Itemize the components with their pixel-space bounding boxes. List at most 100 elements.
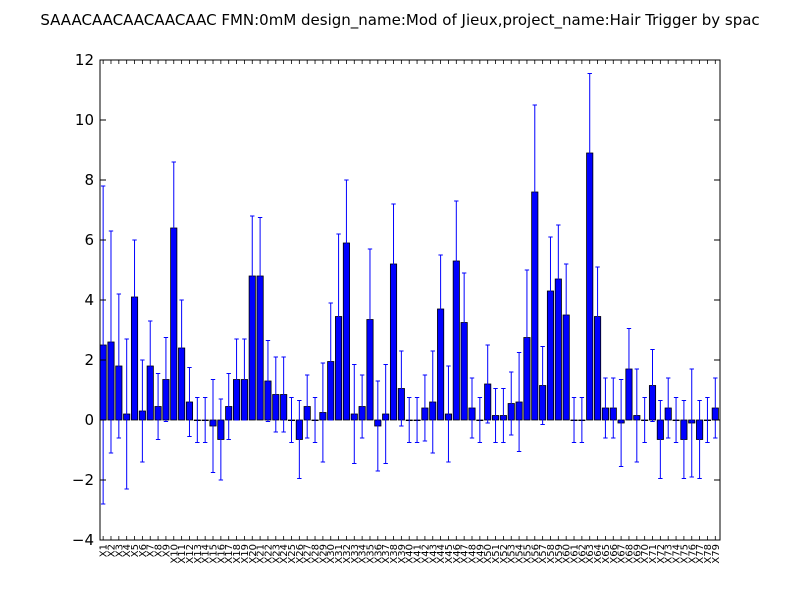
- y-axis: −4 −2 0 2 4 6 8 10 12: [72, 51, 720, 549]
- x-tick-label: X31: [334, 544, 345, 564]
- x-tick-label: X67: [617, 544, 628, 564]
- y-tick-label: 12: [75, 51, 94, 69]
- y-tick-label: 2: [84, 351, 94, 369]
- error-bar-X2: [108, 230, 114, 454]
- error-bar-X67: [618, 379, 624, 467]
- error-bar-X9: [163, 337, 169, 422]
- y-tick-label: 10: [75, 111, 94, 129]
- x-tick-label: X8: [154, 544, 165, 557]
- error-bar-X58: [548, 236, 553, 346]
- x-tick-label: X34: [358, 544, 369, 564]
- x-tick-label: X50: [483, 544, 494, 564]
- error-bar-X41: [414, 397, 420, 443]
- error-bar-X6: [140, 359, 145, 463]
- error-bar-X5: [132, 239, 137, 355]
- chart-title: SAAACAACAACAACAAC FMN:0mM design_name:Mo…: [40, 11, 759, 30]
- error-bar-X1: [100, 185, 106, 505]
- error-bar-X69: [634, 368, 640, 463]
- error-bar-X68: [626, 328, 632, 410]
- x-tick-label: X12: [185, 544, 196, 564]
- error-bar-X77: [697, 400, 702, 479]
- y-tick-label: 0: [84, 411, 94, 429]
- x-tick-label: X38: [389, 544, 400, 564]
- error-bar-X57: [540, 346, 545, 425]
- error-bar-X64: [595, 266, 600, 367]
- x-tick-label: X3: [114, 544, 125, 557]
- y-tick-label: 4: [84, 291, 94, 309]
- x-tick-label: X56: [530, 544, 541, 564]
- x-tick-label: X33: [350, 544, 361, 564]
- error-bar-X62: [579, 397, 585, 443]
- x-tick-label: X6: [138, 544, 149, 557]
- error-bar-X55: [524, 269, 530, 406]
- x-tick-label: X79: [711, 544, 722, 564]
- error-bar-X10: [171, 161, 176, 295]
- error-bar-X33: [352, 364, 357, 464]
- y-tick-label: −4: [72, 531, 94, 549]
- error-bar-X76: [689, 368, 694, 478]
- x-tick-label: X65: [601, 544, 612, 564]
- error-bar-X32: [344, 179, 349, 307]
- error-bar-X35: [367, 248, 373, 391]
- error-bar-X48: [469, 377, 475, 439]
- x-tick-label: X53: [507, 544, 518, 564]
- error-bar-X79: [713, 377, 718, 439]
- error-bar-X78: [705, 397, 710, 443]
- x-tick-label: X27: [303, 544, 314, 564]
- error-bar-X49: [477, 397, 483, 443]
- x-tick-label: X25: [287, 544, 298, 564]
- error-bar-X28: [312, 397, 318, 443]
- x-tick-label: X55: [522, 544, 533, 564]
- error-bar-X45: [446, 365, 451, 463]
- x-tick-label: X48: [468, 544, 479, 564]
- x-tick-label: X7: [146, 544, 157, 557]
- x-tick-label: X11: [177, 544, 188, 564]
- x-tick-label: X24: [279, 544, 290, 564]
- x-tick-label: X29: [318, 544, 329, 564]
- error-bar-X27: [304, 374, 310, 439]
- error-bar-X54: [516, 352, 522, 452]
- x-tick-label: X21: [256, 544, 267, 564]
- error-bar-X38: [391, 203, 396, 325]
- error-bar-X40: [407, 397, 412, 443]
- x-tick-label: X36: [373, 544, 384, 564]
- x-tick-label: X69: [632, 544, 643, 564]
- error-bar-X37: [383, 364, 388, 464]
- error-bar-X19: [242, 338, 247, 421]
- error-bar-X3: [116, 293, 122, 439]
- x-tick-label: X28: [311, 544, 322, 564]
- error-bar-X42: [422, 374, 428, 442]
- error-bar-X44: [438, 254, 443, 364]
- error-bar-X47: [461, 272, 467, 373]
- error-bar-X60: [563, 263, 569, 367]
- x-tick-label: X23: [271, 544, 282, 564]
- x-tick-label: X19: [240, 544, 251, 564]
- error-bar-X18: [234, 338, 239, 421]
- error-bar-X15: [210, 379, 216, 473]
- error-bar-X65: [603, 377, 608, 439]
- error-bar-X46: [454, 200, 459, 322]
- x-tick-label: X22: [263, 544, 274, 564]
- error-bar-X61: [571, 397, 577, 443]
- error-bar-X72: [658, 400, 663, 479]
- error-bar-X59: [556, 224, 561, 334]
- error-bar-X53: [509, 371, 514, 436]
- x-tick-label: X62: [577, 544, 588, 564]
- x-tick-label: X40: [405, 544, 416, 564]
- y-tick-label: −2: [72, 471, 94, 489]
- error-bar-X11: [179, 299, 184, 397]
- x-tick-label: X9: [161, 544, 172, 557]
- x-tick-label: X52: [499, 544, 510, 564]
- x-tick-label: X15: [209, 544, 220, 564]
- error-bar-X8: [155, 373, 161, 440]
- x-tick-label: X46: [452, 544, 463, 564]
- error-bar-X14: [202, 397, 208, 443]
- x-tick-label: X57: [538, 544, 549, 564]
- x-tick-label: X45: [444, 544, 455, 564]
- x-tick-label: X51: [491, 544, 502, 564]
- x-tick-label: X30: [326, 544, 337, 564]
- error-bar-X24: [281, 356, 286, 433]
- x-tick-label: X20: [248, 544, 259, 564]
- x-tick-label: X35: [365, 544, 376, 564]
